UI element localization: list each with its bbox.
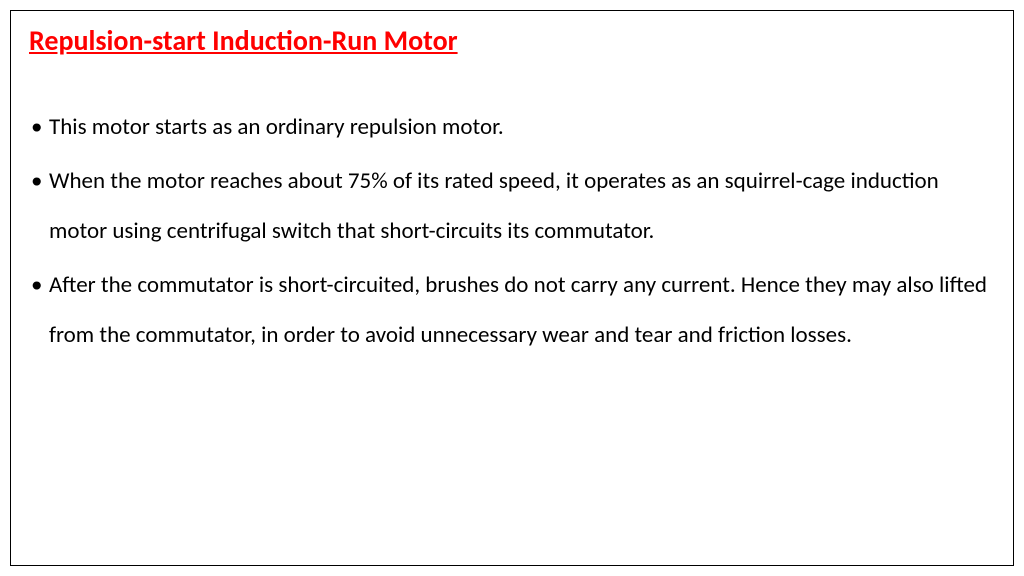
- bullet-item: When the motor reaches about 75% of its …: [29, 157, 995, 256]
- bullet-list: This motor starts as an ordinary repulsi…: [29, 103, 995, 360]
- slide-container: Repulsion-start Induction-Run Motor This…: [10, 10, 1014, 566]
- bullet-item: This motor starts as an ordinary repulsi…: [29, 103, 995, 152]
- bullet-item: After the commutator is short-circuited,…: [29, 261, 995, 360]
- slide-title: Repulsion-start Induction-Run Motor: [29, 23, 995, 58]
